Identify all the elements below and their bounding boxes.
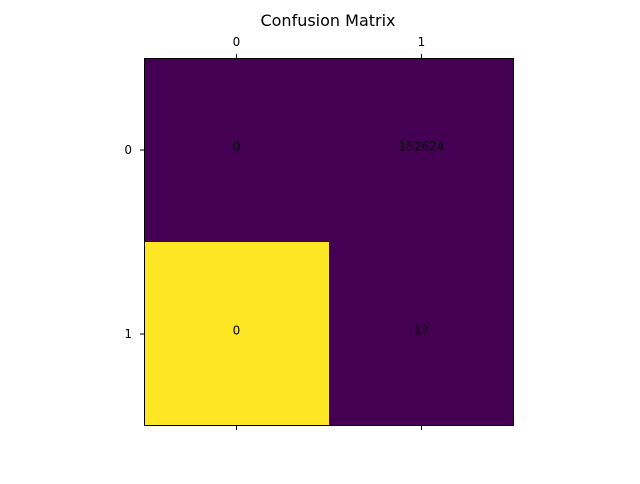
cell-label-r1-c0: 0 [233,324,241,338]
x-tick-label-0: 0 [233,35,241,49]
y-tick-label-1: 1 [124,327,132,341]
x-tick-label-1: 1 [418,35,426,49]
heatmap-cell-r0-c0 [144,58,329,242]
cell-label-r1-c1: 17 [414,324,429,338]
cell-label-r0-c1: 152624 [399,140,445,154]
axes: 0 1 0 1 [124,35,514,430]
cell-labels: 0 152624 0 17 [233,140,445,338]
heatmap-cell-r1-c1 [329,242,514,426]
y-tick-label-0: 0 [124,143,132,157]
chart-title: Confusion Matrix [260,11,395,30]
plot-frame [144,58,514,426]
heatmap-cells [144,58,514,426]
heatmap-cell-r1-c0 [144,242,329,426]
heatmap-cell-r0-c1 [329,58,514,242]
cell-label-r0-c0: 0 [233,140,241,154]
